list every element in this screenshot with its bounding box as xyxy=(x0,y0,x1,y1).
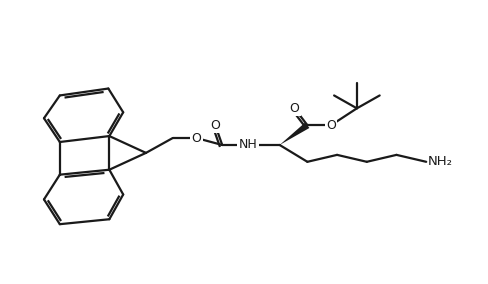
Text: O: O xyxy=(289,102,300,115)
Text: NH: NH xyxy=(239,139,257,151)
Text: O: O xyxy=(191,131,202,145)
Text: O: O xyxy=(326,119,336,132)
Text: NH₂: NH₂ xyxy=(428,155,453,168)
Polygon shape xyxy=(280,122,309,145)
Text: O: O xyxy=(210,119,220,132)
